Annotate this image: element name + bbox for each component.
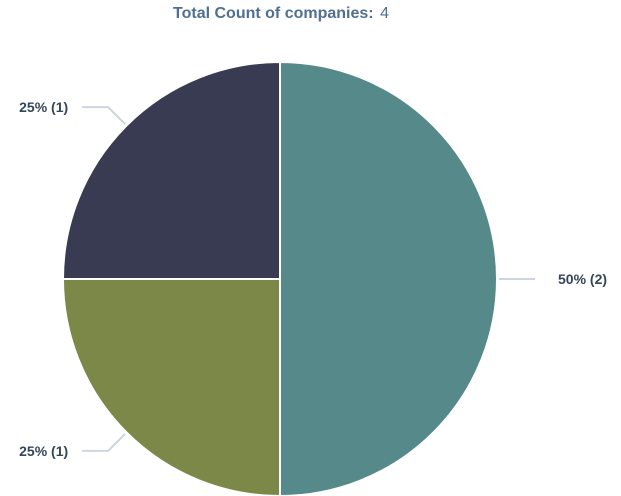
pie-leader-lines [82, 106, 535, 452]
pie-data-label: 50% (2) [558, 271, 607, 287]
pie-leader-line [82, 106, 126, 125]
chart-total-header: Total Count of companies: 4 [0, 5, 562, 23]
total-count-label: Total Count of companies: [173, 5, 374, 22]
pie-slice[interactable] [62, 278, 281, 496]
total-count-value: 4 [380, 5, 389, 22]
pie-data-labels: 50% (2) 25% (1) 25% (1) [19, 99, 607, 459]
pie-slice[interactable] [62, 61, 281, 280]
pie-slices [62, 61, 498, 496]
pie-data-label: 25% (1) [19, 99, 68, 115]
pie-slice[interactable] [279, 61, 498, 496]
pie-leader-line [82, 433, 126, 452]
pie-data-label: 25% (1) [19, 443, 68, 459]
